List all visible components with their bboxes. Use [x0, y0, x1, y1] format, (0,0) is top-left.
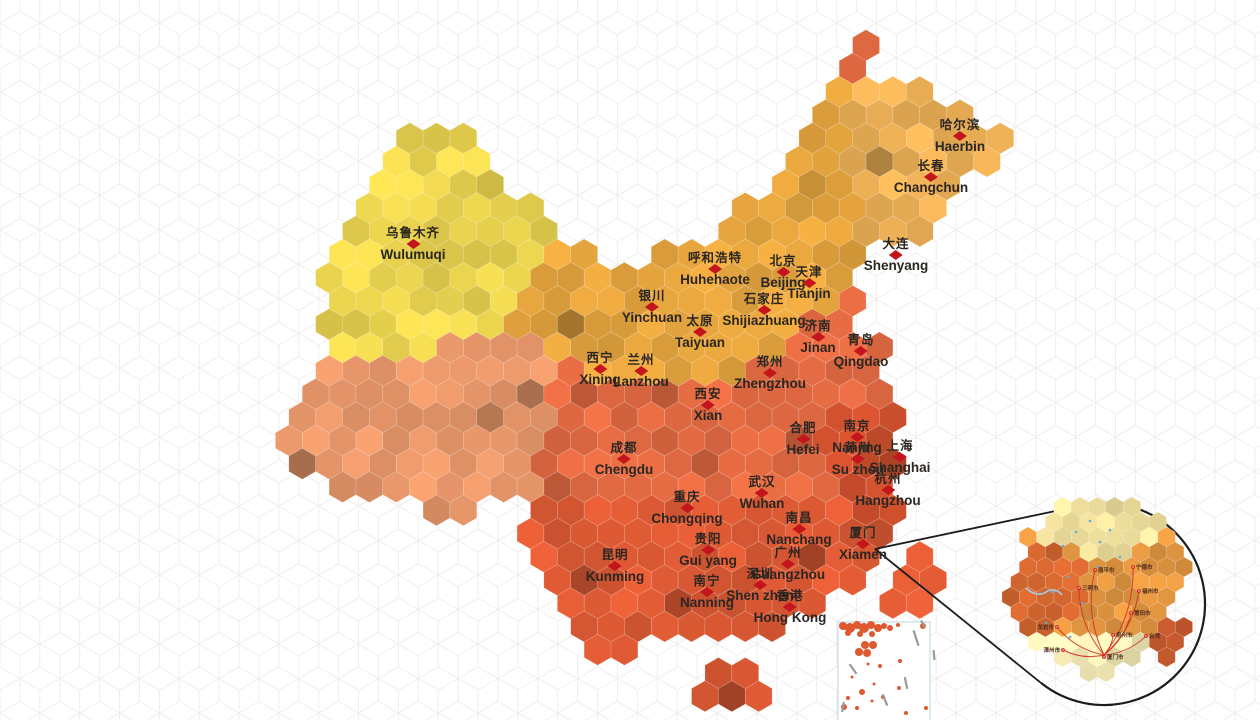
island-dot — [853, 621, 861, 629]
inset-city-marker-center — [1103, 656, 1105, 658]
island-dot — [859, 689, 865, 695]
island-dot — [867, 621, 875, 629]
island-dot — [870, 699, 874, 703]
inset-city-marker-center — [1130, 612, 1132, 614]
inset-hex-tile — [1122, 646, 1141, 668]
island-dot — [881, 623, 887, 629]
inset-water-dot — [1108, 528, 1112, 532]
island-dot — [878, 664, 882, 668]
callout-line-lower — [874, 548, 1042, 684]
island-dot — [859, 623, 869, 633]
hex-tile — [744, 680, 773, 713]
inset-water-dot — [1061, 544, 1065, 548]
inset-city-label: 宁德市 — [1136, 563, 1153, 571]
inset-water-dot — [1080, 601, 1084, 605]
hex-tile — [798, 587, 827, 620]
inset-water-dot — [1044, 621, 1048, 625]
inset-route-line — [1056, 626, 1105, 656]
inset-water-dot — [1096, 565, 1100, 569]
inset-city-marker-center — [1132, 566, 1134, 568]
hex-tile — [838, 564, 867, 596]
inset-route-line — [1090, 569, 1105, 656]
inset-city-marker-center — [1056, 626, 1058, 628]
nine-dash-segment — [903, 676, 909, 690]
island-dot — [863, 649, 871, 657]
inset-city-marker-center — [1112, 634, 1114, 636]
hex-tile — [973, 145, 1001, 178]
inset-water-dot — [1074, 530, 1078, 534]
island-dot — [896, 623, 900, 627]
hex-tile — [906, 215, 934, 248]
nine-dash-segment — [920, 619, 926, 629]
inset-water-dot — [1068, 635, 1072, 639]
nine-dash-segment — [932, 649, 936, 661]
inset-water-dot — [1088, 519, 1092, 523]
inset-city-marker-center — [1145, 635, 1147, 637]
inset-route-line — [1078, 587, 1105, 656]
island-dot — [855, 706, 859, 710]
inset-water-dot — [1056, 647, 1060, 651]
inset-hex-tile — [1157, 646, 1176, 668]
inset-city-label: 漳州市 — [1043, 646, 1060, 654]
hex-tile — [758, 610, 786, 643]
island-dot — [850, 675, 854, 679]
inset-city-label: 泉州市 — [1115, 631, 1133, 639]
inset-water-dot — [1118, 555, 1122, 559]
island-dot — [846, 696, 850, 700]
hex-tile — [449, 494, 478, 527]
island-dot — [869, 631, 875, 637]
inset-route-line — [1103, 612, 1132, 656]
inset-hex-tile — [1097, 661, 1115, 683]
inset-city-label: 莆田市 — [1134, 609, 1151, 617]
island-dot — [872, 682, 876, 686]
inset-water-dot — [1050, 590, 1054, 594]
inset-city-label: 南平市 — [1098, 566, 1115, 574]
island-dot — [898, 659, 902, 663]
island-dot — [874, 624, 882, 632]
south-china-sea-inset-box — [837, 619, 936, 720]
inset-city-label: 龙岩市 — [1036, 623, 1054, 631]
island-dot — [887, 625, 893, 631]
inset-route-line — [1103, 635, 1147, 656]
island-dot — [855, 648, 863, 656]
inset-city-label: 三明市 — [1082, 584, 1099, 592]
nine-dash-segment — [848, 663, 858, 675]
inset-water-dot — [1066, 575, 1070, 579]
magnifier-circle — [1040, 501, 1207, 707]
island-dot — [869, 641, 877, 649]
inset-city-marker-center — [1062, 649, 1064, 651]
inset-route-line — [1062, 649, 1105, 658]
inset-water-dot — [1098, 540, 1102, 544]
island-dot — [857, 631, 863, 637]
magnifier-callout — [874, 501, 1207, 707]
inset-river — [1025, 587, 1063, 596]
inset-city-marker-center — [1138, 590, 1140, 592]
island-dot — [861, 641, 869, 649]
nine-dash-segment — [881, 694, 889, 706]
inset-city-label: 台湾 — [1149, 632, 1161, 640]
callout-line-upper — [874, 504, 1085, 550]
inset-city-label: 福州市 — [1141, 587, 1159, 595]
inset-city-marker-center — [1078, 587, 1080, 589]
island-dot — [904, 711, 908, 715]
island-dot — [924, 706, 928, 710]
nine-dash-segment — [912, 630, 920, 646]
inset-city-label: 厦门市 — [1107, 653, 1124, 661]
nine-dash-segment — [841, 701, 845, 713]
island-dot — [866, 662, 870, 666]
hex-tile — [610, 633, 639, 666]
inset-route-line — [1103, 634, 1114, 656]
china-hex-map — [275, 29, 1015, 713]
island-dot — [897, 686, 901, 690]
island-dot — [845, 630, 851, 636]
inset-city-marker-center — [1094, 569, 1096, 571]
